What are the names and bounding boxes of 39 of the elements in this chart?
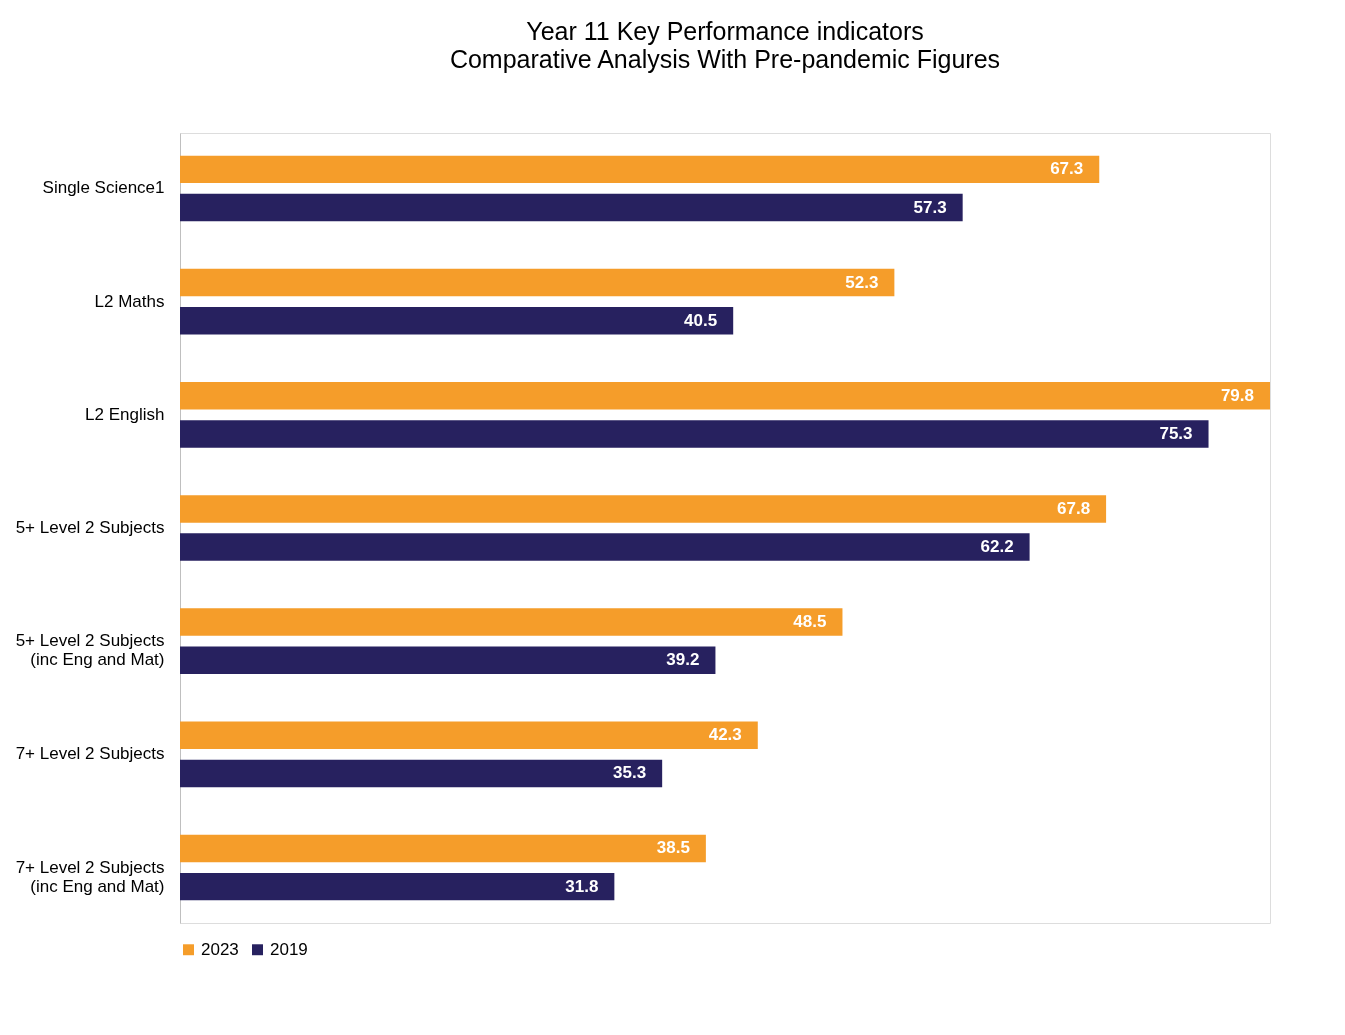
data-label: 40.5	[684, 310, 718, 330]
bar	[180, 646, 716, 674]
bar	[180, 721, 758, 750]
y-tick-label: L2 English	[85, 404, 165, 424]
bar	[180, 872, 615, 901]
data-label: 79.8	[1220, 385, 1254, 405]
bar	[180, 155, 1100, 184]
y-tick-label: Single Science1	[42, 178, 165, 198]
data-label: 67.3	[1050, 159, 1084, 179]
y-tick-label: 5+ Level 2 Subjects	[15, 518, 165, 537]
chart-subtitle: Comparative Analysis With Pre-pandemic Figures	[449, 45, 1001, 73]
bar	[180, 420, 1209, 448]
data-label: 31.8	[565, 876, 599, 896]
data-label: 48.5	[793, 612, 827, 632]
bar	[180, 533, 1030, 561]
y-tick-label: 5+ Level 2 Subjects (inc Eng and Mat)	[15, 631, 165, 670]
data-label: 62.2	[980, 537, 1014, 557]
data-label: 35.3	[613, 763, 647, 783]
y-tick-label: L2 Maths	[94, 291, 165, 311]
data-label: 57.3	[913, 197, 947, 217]
bar	[180, 193, 963, 222]
data-label: 39.2	[666, 650, 700, 670]
bar	[180, 495, 1107, 523]
bar	[180, 268, 895, 297]
y-tick-label: 7+ Level 2 Subjects (inc Eng and Mat)	[15, 857, 165, 896]
y-tick-label: 7+ Level 2 Subjects	[15, 744, 165, 764]
legend-label: 2023	[201, 939, 239, 959]
bar	[180, 759, 663, 788]
chart-title: Year 11 Key Performance indicators	[526, 17, 924, 45]
bar	[180, 306, 734, 335]
data-label: 67.8	[1057, 498, 1091, 518]
data-label: 75.3	[1159, 423, 1193, 443]
bar	[180, 608, 843, 636]
data-label: 38.5	[656, 838, 690, 858]
legend-label: 2019	[270, 939, 308, 959]
bar	[180, 834, 706, 863]
bar	[180, 382, 1270, 410]
data-label: 42.3	[708, 725, 742, 745]
data-label: 52.3	[845, 272, 879, 292]
